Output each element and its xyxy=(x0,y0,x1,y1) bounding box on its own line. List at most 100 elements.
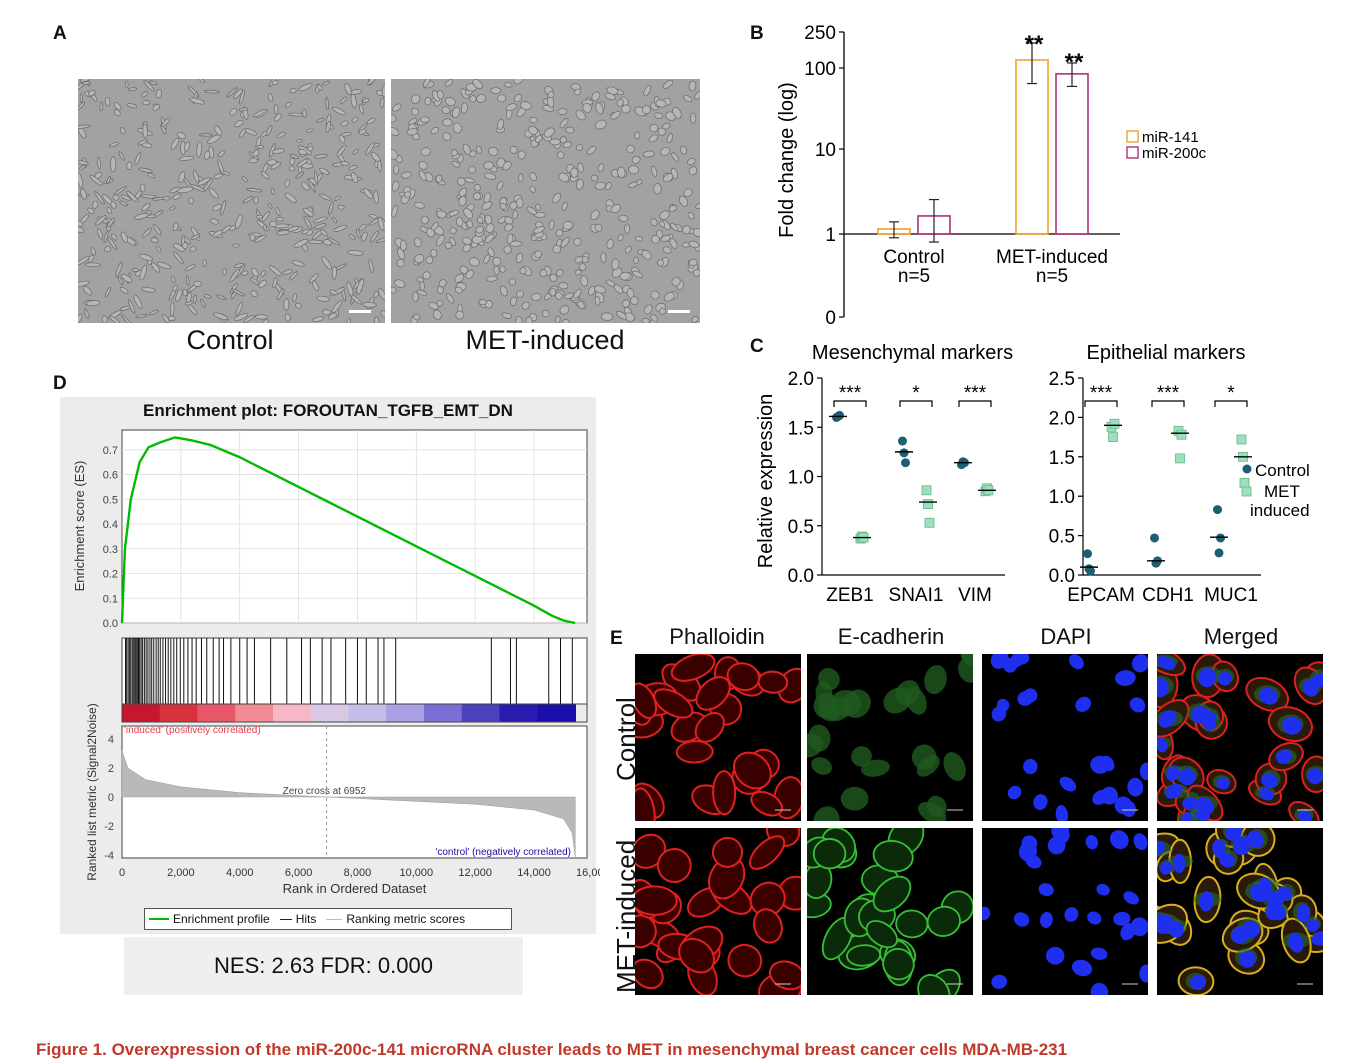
cell-shape xyxy=(600,312,614,321)
cell-shape xyxy=(681,242,690,248)
cell-shape xyxy=(363,188,374,200)
cell-shape xyxy=(358,128,367,135)
cell-nucleus xyxy=(1233,836,1251,856)
cell-drawing xyxy=(982,828,1148,995)
cell-shape xyxy=(642,105,651,115)
cell-shape xyxy=(128,299,136,315)
cell-shape xyxy=(641,317,650,323)
cell-shape xyxy=(648,134,659,143)
cell-shape xyxy=(458,187,468,197)
cell-nucleus xyxy=(1181,797,1201,811)
cell-shape xyxy=(594,181,606,190)
cell-shape xyxy=(322,239,333,246)
d-rank-tick-label: -2 xyxy=(104,821,114,833)
cell-shape xyxy=(455,216,464,227)
fluor-tile-dapi-met xyxy=(982,828,1148,995)
c-point-met xyxy=(1175,453,1185,464)
cell-shape xyxy=(462,143,471,155)
cell-shape xyxy=(488,146,499,156)
cell-shape xyxy=(106,207,112,214)
cell-shape xyxy=(457,177,466,186)
c-point-control xyxy=(901,458,910,468)
cell-shape xyxy=(99,101,104,112)
cell-shape xyxy=(499,285,508,297)
cell-shape xyxy=(270,187,275,195)
cell-shape xyxy=(373,190,379,204)
b-bar-miR-200c xyxy=(1055,73,1089,235)
cell-shape xyxy=(79,164,86,171)
cell-shape xyxy=(96,156,102,170)
cell-nucleus xyxy=(991,974,1008,989)
cell-shape xyxy=(339,96,348,104)
cell-shape xyxy=(422,79,431,88)
cell-shape xyxy=(325,96,329,111)
cell-shape xyxy=(510,296,517,306)
c-significance-bracket xyxy=(958,400,992,407)
cell-shape xyxy=(320,229,328,237)
cell-shape xyxy=(621,104,631,114)
cell-shape xyxy=(509,240,523,247)
cell-shape xyxy=(253,196,259,204)
cell-shape xyxy=(110,201,117,209)
cell-shape xyxy=(516,290,524,298)
cell-shape xyxy=(239,128,246,138)
cell-shape xyxy=(366,117,376,125)
cell-shape xyxy=(216,294,227,300)
cell-shape xyxy=(139,264,147,281)
d-es-tick-label: 0.2 xyxy=(103,569,118,581)
c-y-tick-label: 0.0 xyxy=(788,566,814,587)
cell-shape xyxy=(140,194,157,199)
cell-ecadherin-diffuse xyxy=(818,701,840,722)
cell-shape xyxy=(256,144,265,149)
cell-shape xyxy=(142,100,151,106)
cell-shape xyxy=(298,83,313,92)
b-significance: ** xyxy=(1025,31,1044,58)
cell-shape xyxy=(210,218,219,225)
cell-ecadherin-diffuse xyxy=(851,746,872,767)
legend-grey-line-icon xyxy=(326,918,343,920)
cell-shape xyxy=(594,119,607,130)
b-y-tick-label: 0 xyxy=(825,308,836,329)
cell-shape xyxy=(183,236,191,245)
cell-shape xyxy=(138,253,154,261)
cell-shape xyxy=(203,294,212,299)
cell-shape xyxy=(126,161,133,170)
cell-shape xyxy=(642,150,655,158)
cell-shape xyxy=(695,202,700,210)
cell-shape xyxy=(475,225,484,234)
cell-nucleus xyxy=(1092,789,1109,805)
cell-shape xyxy=(140,90,149,98)
cell-shape xyxy=(420,116,430,123)
cell-shape xyxy=(331,300,343,314)
cell-shape xyxy=(400,239,407,252)
cell-shape xyxy=(449,227,457,235)
cell-shape xyxy=(630,296,639,305)
cell-shape xyxy=(561,318,570,323)
cell-ecadherin-membrane xyxy=(872,839,914,873)
micrograph-label-control: Control xyxy=(186,325,274,355)
cell-shape xyxy=(95,215,107,226)
cell-ecadherin-diffuse xyxy=(916,755,940,777)
cell-shape xyxy=(368,213,378,219)
cell-shape xyxy=(590,209,600,221)
fluor-header-phalloidin: Phalloidin xyxy=(669,624,765,649)
cell-membrane xyxy=(757,670,789,694)
cell-shape xyxy=(595,102,604,115)
cell-nucleus xyxy=(1133,833,1148,851)
cell-shape xyxy=(460,102,468,114)
d-rank-tick-label: -4 xyxy=(104,850,114,862)
cell-shape xyxy=(316,295,330,302)
c-legend-met-swatch xyxy=(1241,486,1252,497)
cell-shape xyxy=(373,290,379,298)
c-point-met xyxy=(921,485,932,496)
cell-ecadherin-membrane xyxy=(926,905,961,937)
cell-shape xyxy=(192,170,200,183)
cell-shape xyxy=(374,316,380,323)
d-hits-frame xyxy=(121,637,588,705)
cell-shape xyxy=(263,223,267,232)
cell-shape xyxy=(106,236,118,250)
cell-shape xyxy=(254,234,267,243)
cell-ecadherin-diffuse xyxy=(918,801,947,821)
cell-shape xyxy=(499,203,507,210)
